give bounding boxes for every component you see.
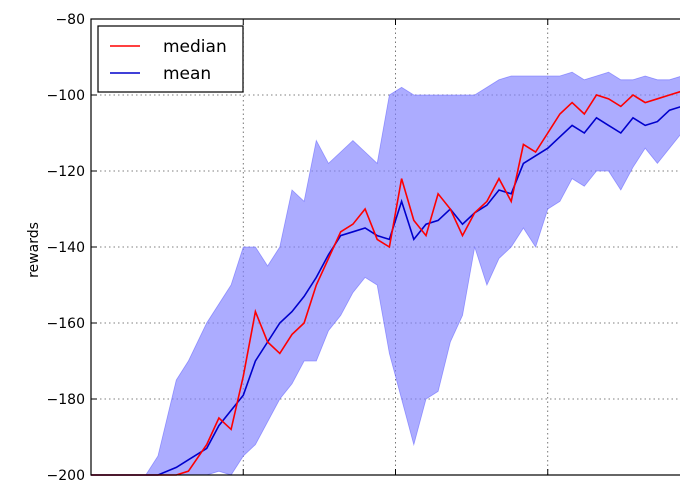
mean-line (91, 106, 680, 476)
legend-label-mean: mean (163, 64, 211, 84)
y-tick-label: −200 (47, 468, 85, 484)
y-axis-label: rewards (26, 222, 42, 278)
legend-label-median: median (163, 37, 227, 57)
legend-box (97, 25, 244, 93)
legend: median mean (97, 25, 244, 93)
y-tick-label: −180 (47, 392, 85, 408)
y-tick-label: −100 (47, 88, 85, 104)
y-tick-label: −160 (47, 316, 85, 332)
median-line (91, 90, 680, 476)
min-max-band (91, 71, 680, 476)
y-tick-label: −140 (47, 240, 85, 256)
y-tick-label: −120 (47, 164, 85, 180)
y-tick-label: −80 (55, 12, 85, 28)
y-axis-ticks: −80 −100 −120 −140 −160 −180 −200 (47, 12, 549, 484)
